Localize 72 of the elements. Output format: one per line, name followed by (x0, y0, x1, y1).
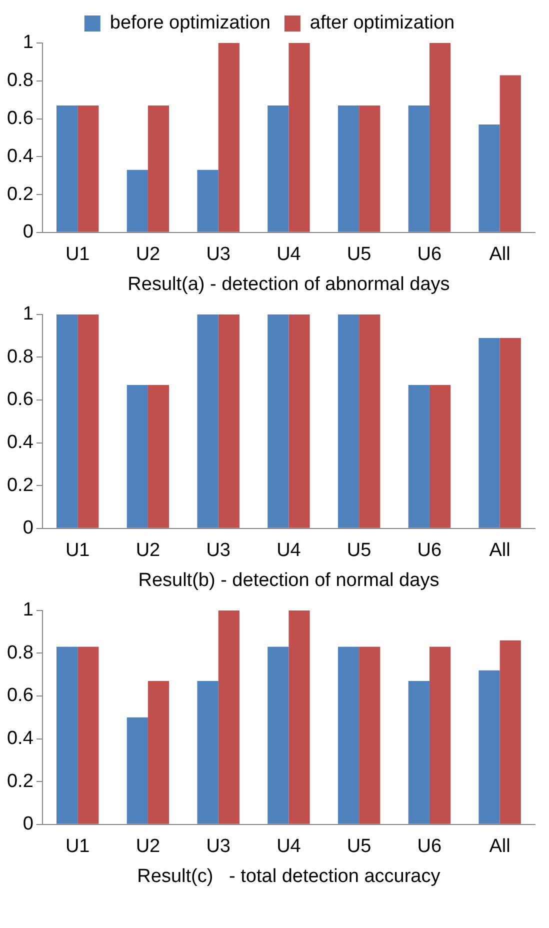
bar (408, 106, 430, 232)
legend-label: before optimization (110, 12, 270, 34)
y-tick-label: 0.4 (6, 728, 34, 750)
y-tick-label: 0.2 (6, 770, 34, 792)
bar (148, 681, 170, 824)
y-tick-label: 0.4 (6, 146, 34, 167)
x-tick-label: U5 (346, 836, 372, 858)
bar (56, 646, 78, 824)
bar (429, 43, 451, 232)
x-tick-label: U6 (417, 244, 442, 266)
y-tick-label: 0.8 (6, 70, 34, 92)
x-tick-label: All (489, 244, 510, 266)
y-tick-label: 1 (22, 304, 34, 325)
bar (478, 124, 500, 232)
x-tick-label: U1 (65, 540, 90, 562)
bar (429, 646, 451, 824)
x-tick-label: U3 (206, 540, 230, 562)
y-tick-label: 0.6 (6, 389, 34, 410)
x-tick-label: U1 (65, 244, 90, 266)
y-tick-label: 0.6 (6, 685, 34, 706)
bar (359, 106, 380, 232)
x-tick-label: U5 (346, 540, 372, 562)
y-tick-label: 0.4 (6, 432, 34, 454)
y-tick-label: 0 (22, 222, 34, 243)
y-tick-label: 0.8 (6, 346, 34, 368)
bar (268, 106, 289, 232)
y-tick-label: 0 (22, 518, 34, 539)
x-tick-label: U6 (417, 836, 442, 858)
bar (408, 681, 430, 824)
x-tick-label: All (489, 540, 510, 562)
x-tick-label: All (489, 836, 510, 858)
x-tick-label: U2 (136, 540, 160, 562)
bar (148, 106, 170, 232)
bar (78, 646, 99, 824)
bar (338, 646, 360, 824)
bar (268, 646, 289, 824)
x-tick-label: U4 (276, 244, 302, 266)
x-tick-label: U3 (206, 244, 230, 266)
bar (288, 610, 310, 824)
y-tick-label: 0 (22, 814, 34, 835)
x-tick-label: U5 (346, 244, 372, 266)
x-tick-label: U2 (136, 244, 160, 266)
y-tick-label: 1 (22, 32, 34, 54)
y-tick-label: 1 (22, 600, 34, 621)
x-axis-title: Result(a) - detection of abnormal days (128, 274, 450, 295)
x-axis-title: Result(b) - detection of normal days (138, 570, 440, 591)
bar (218, 610, 240, 824)
bar (56, 106, 78, 232)
y-tick-label: 0.6 (6, 108, 34, 129)
y-tick-label: 0.2 (6, 184, 34, 205)
x-axis-title: Result(c) - total detection accuracy (137, 866, 441, 887)
x-tick-label: U4 (276, 836, 302, 858)
y-tick-label: 0.8 (6, 642, 34, 664)
x-tick-label: U3 (206, 836, 230, 858)
x-tick-label: U1 (65, 836, 90, 858)
bar (359, 646, 380, 824)
bar (126, 170, 148, 232)
bar (478, 670, 500, 824)
bar (218, 43, 240, 232)
bar (500, 640, 521, 824)
x-tick-label: U4 (276, 540, 302, 562)
bar (288, 43, 310, 232)
x-tick-label: U6 (417, 540, 442, 562)
bar (126, 717, 148, 824)
bar (78, 106, 99, 232)
y-tick-label: 0.2 (6, 474, 34, 496)
x-tick-label: U2 (136, 836, 160, 858)
bar (197, 681, 218, 824)
bar (500, 75, 521, 232)
legend-label: after optimization (310, 12, 455, 34)
bar (197, 170, 218, 232)
bar (338, 106, 360, 232)
